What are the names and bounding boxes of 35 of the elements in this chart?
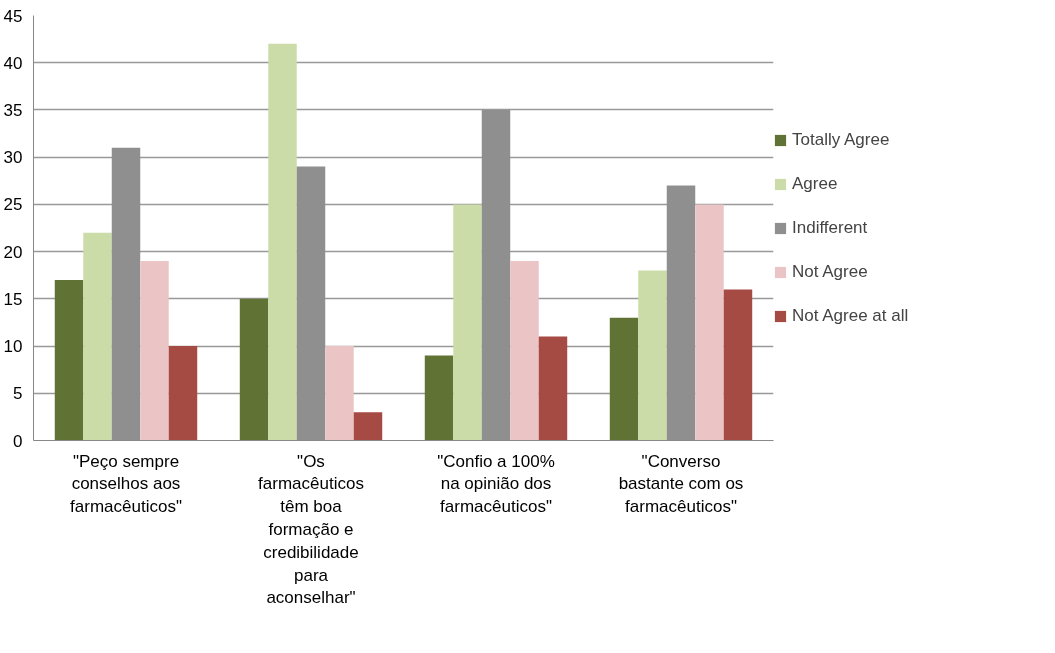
legend-label: Agree xyxy=(792,173,838,194)
bar xyxy=(353,412,383,441)
bar xyxy=(140,261,169,441)
x-tick-label: "Peço sempre conselhos aos farmacêuticos" xyxy=(70,451,182,517)
legend-label: Totally Agree xyxy=(792,129,890,150)
bar xyxy=(268,43,297,441)
bar xyxy=(424,355,454,441)
bar xyxy=(325,346,354,441)
bar xyxy=(453,204,482,441)
bar xyxy=(638,270,667,441)
y-tick-label: 25 xyxy=(3,195,23,215)
x-tick-label: "Converso bastante com os farmacêuticos" xyxy=(618,451,744,517)
y-tick-label: 10 xyxy=(3,337,23,357)
y-tick-label: 40 xyxy=(3,53,23,73)
bar xyxy=(54,279,84,441)
legend-label: Indifferent xyxy=(792,217,868,238)
y-tick-label: 30 xyxy=(3,148,23,168)
bar xyxy=(723,289,753,441)
legend-label: Not Agree xyxy=(792,261,868,282)
y-tick-label: 0 xyxy=(13,431,23,451)
y-tick-label: 45 xyxy=(3,6,23,26)
bar xyxy=(510,261,539,441)
y-tick-label: 5 xyxy=(13,384,23,404)
legend-label: Not Agree at all xyxy=(792,305,909,326)
bar xyxy=(695,204,724,441)
x-tick-label: "Os farmacêuticos têm boa formação e credibilidade para aconselhar" xyxy=(258,451,364,608)
y-tick-label: 20 xyxy=(3,242,23,262)
bar xyxy=(168,346,198,441)
y-tick-label: 35 xyxy=(3,100,23,120)
x-tick-label: "Confio a 100% na opinião dos farmacêuticos" xyxy=(437,451,555,517)
bar xyxy=(609,317,639,441)
bar xyxy=(239,298,269,441)
bar xyxy=(538,336,568,441)
y-tick-label: 15 xyxy=(3,289,23,309)
bar xyxy=(83,232,112,441)
